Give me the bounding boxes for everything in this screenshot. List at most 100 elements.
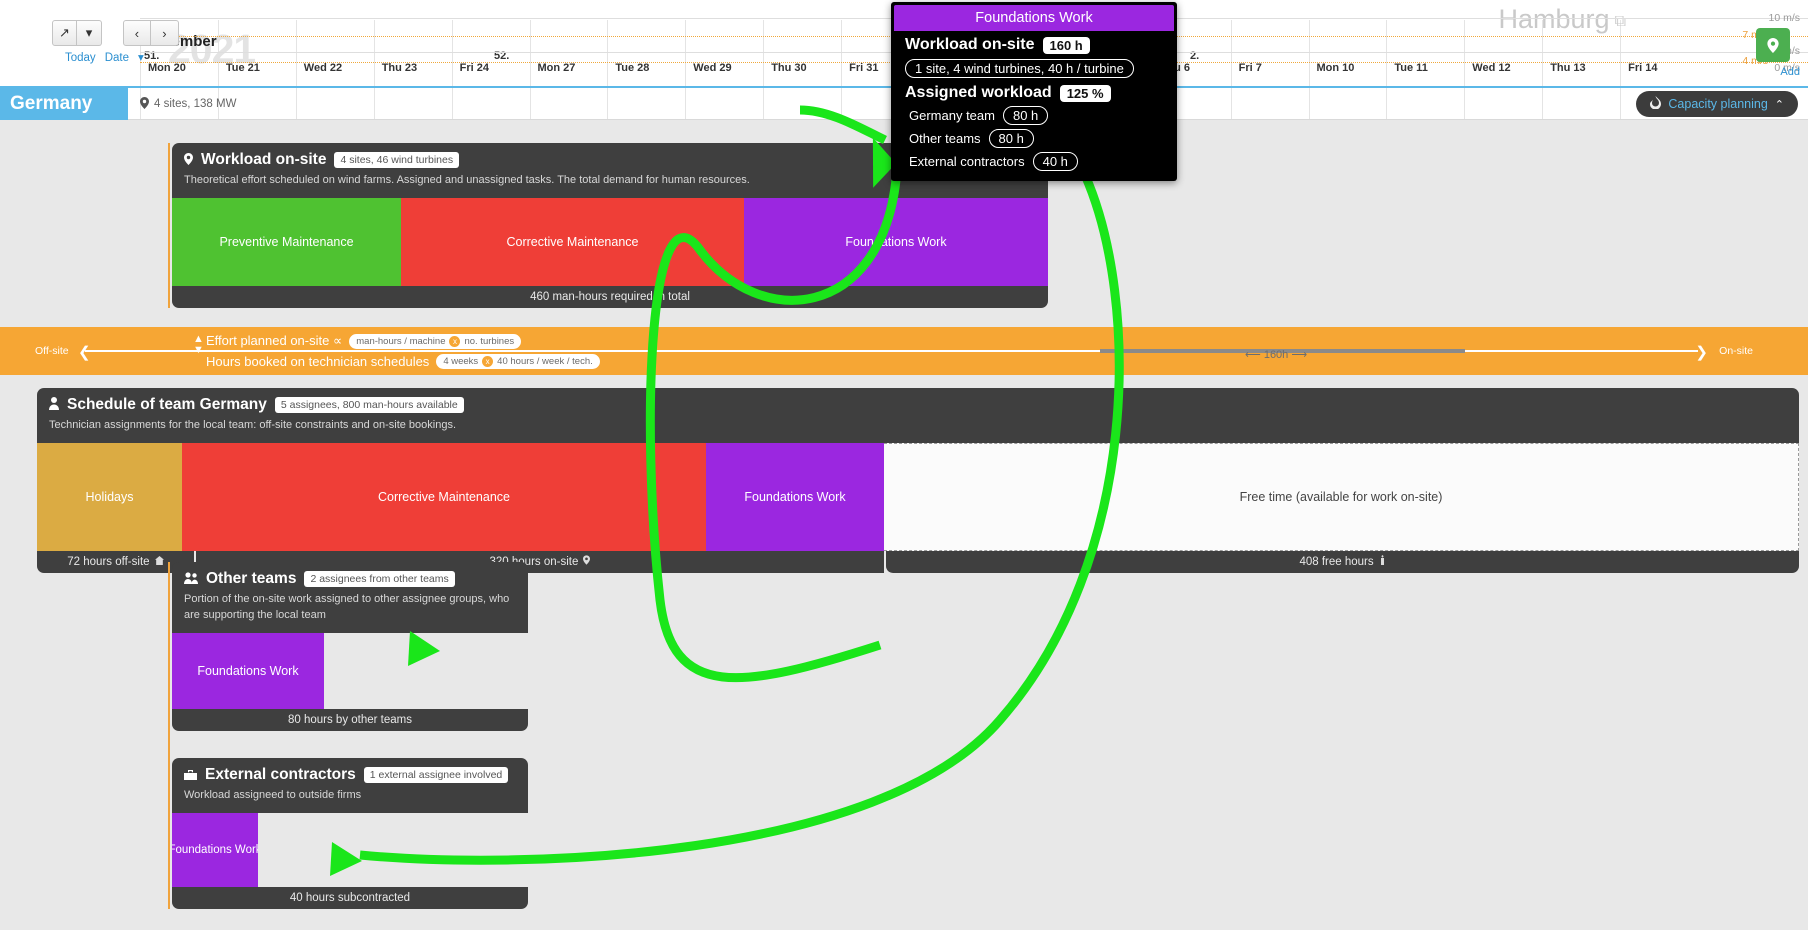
country-label[interactable]: Germany bbox=[0, 88, 128, 120]
tooltip-workload-value: 160 h bbox=[1042, 36, 1090, 54]
tooltip-workload-label: Workload on-site bbox=[905, 36, 1035, 53]
footer-off-site: 72 hours off-site bbox=[37, 550, 194, 573]
day-label-fri-24: Fri 24 bbox=[459, 62, 489, 74]
pill-right: no. turbines bbox=[464, 335, 515, 347]
bar-corrective-maintenance[interactable]: Corrective Maintenance bbox=[182, 442, 706, 551]
pill-right: 40 hours / week / tech. bbox=[497, 356, 593, 367]
other-teams-title: Other teams bbox=[206, 570, 297, 587]
location-pin-icon bbox=[184, 152, 193, 168]
week-number-2: 2. bbox=[1190, 50, 1200, 62]
tooltip-row-germany-team: Germany team 80 h bbox=[891, 104, 1177, 127]
date-link[interactable]: Date bbox=[104, 52, 129, 64]
nav-controls: ↗ ▾ ‹ › bbox=[52, 20, 179, 46]
workload-bar-track: Preventive Maintenance Corrective Mainte… bbox=[172, 197, 1048, 286]
chevron-down-icon[interactable]: ▾ bbox=[77, 20, 102, 46]
week-number-52: 52. bbox=[494, 50, 510, 62]
country-grid-column bbox=[1386, 88, 1388, 119]
country-grid-column bbox=[1308, 88, 1310, 119]
day-label-thu-23: Thu 23 bbox=[381, 62, 418, 74]
other-teams-panel: Other teams 2 assignees from other teams… bbox=[168, 562, 528, 831]
pill-left: man-hours / machine bbox=[356, 335, 446, 347]
tooltip-row-other-teams: Other teams 80 h bbox=[891, 127, 1177, 150]
axis-160h-label: ⟵ 160h ⟶ bbox=[1245, 349, 1308, 361]
country-grid-column bbox=[529, 88, 531, 119]
add-site-button[interactable] bbox=[1756, 28, 1790, 62]
bar-label: Foundations Work bbox=[197, 663, 299, 678]
onsite-offsite-axis: ❮ ❯ Off-site On-site ▲ ▼ Effort planned o… bbox=[0, 327, 1808, 375]
tooltip-title: Foundations Work bbox=[894, 5, 1174, 31]
panel-bracket bbox=[168, 143, 170, 308]
day-label-mon-10: Mon 10 bbox=[1316, 62, 1355, 74]
city-name: Hamburg bbox=[1498, 4, 1610, 34]
country-grid-column bbox=[1230, 88, 1232, 119]
foundations-work-tooltip: Foundations Work Workload on-site 160 h … bbox=[891, 2, 1177, 181]
pill-left: 4 weeks bbox=[443, 356, 479, 367]
bar-foundations-work[interactable]: Foundations Work bbox=[172, 632, 324, 709]
toolbox-icon bbox=[184, 768, 197, 783]
country-grid-column bbox=[217, 88, 219, 119]
footer-label: 72 hours off-site bbox=[67, 555, 150, 568]
external-link-icon[interactable]: ⧉ bbox=[1614, 13, 1626, 30]
bar-holidays[interactable]: Holidays bbox=[37, 442, 182, 551]
day-column bbox=[217, 20, 219, 86]
tooltip-row-external-contractors: External contractors 40 h bbox=[891, 150, 1177, 173]
add-label[interactable]: Add bbox=[1780, 66, 1800, 78]
day-label-wed-12: Wed 12 bbox=[1472, 62, 1511, 74]
axis-booked-pill: 4 weeks x 40 hours / week / tech. bbox=[436, 354, 600, 369]
team-panel-subtitle: Technician assignments for the local tea… bbox=[49, 419, 457, 431]
multiply-icon: x bbox=[482, 356, 494, 367]
contractors-title-row: External contractors 1 external assignee… bbox=[184, 766, 516, 784]
bar-foundations-work[interactable]: Foundations Work bbox=[172, 812, 258, 887]
tooltip-row-label: Germany team bbox=[909, 108, 995, 123]
bar-foundations-work[interactable]: Foundations Work bbox=[706, 442, 884, 551]
tooltip-row-value: 80 h bbox=[988, 129, 1034, 148]
candle-icon bbox=[1379, 555, 1386, 568]
prev-button[interactable]: ‹ bbox=[122, 20, 151, 46]
bar-foundations-work[interactable]: Foundations Work bbox=[744, 197, 1048, 286]
capacity-planning-button[interactable]: Capacity planning ⌃ bbox=[1636, 91, 1798, 117]
external-contractors-panel: External contractors 1 external assignee… bbox=[168, 758, 528, 909]
zoom-button-group[interactable]: ↗ ▾ bbox=[52, 20, 102, 46]
date-caret-icon[interactable]: ▾ bbox=[137, 52, 144, 64]
country-grid-column bbox=[685, 88, 687, 119]
day-label-tue-21: Tue 21 bbox=[225, 62, 260, 74]
paging-button-group[interactable]: ‹ › bbox=[122, 20, 179, 46]
country-grid-column bbox=[1464, 88, 1466, 119]
country-grid-column bbox=[841, 88, 843, 119]
city-watermark: Hamburg ⧉ bbox=[1499, 4, 1626, 35]
contractors-title: External contractors bbox=[205, 766, 356, 783]
day-label-mon-20: Mon 20 bbox=[148, 62, 186, 74]
country-grid-column bbox=[140, 88, 141, 119]
chevron-up-icon[interactable]: ⌃ bbox=[1774, 98, 1784, 111]
home-icon bbox=[154, 555, 164, 568]
nav-links: Today Date ▾ bbox=[65, 50, 144, 64]
axis-right-arrow-icon: ❯ bbox=[1695, 344, 1708, 361]
next-button[interactable]: › bbox=[150, 20, 179, 46]
bar-preventive-maintenance[interactable]: Preventive Maintenance bbox=[172, 197, 401, 286]
contractors-subtitle: Workload assigneed to outside firms bbox=[184, 789, 362, 801]
axis-effort-pill: man-hours / machine x no. turbines bbox=[349, 333, 522, 349]
day-column bbox=[1308, 20, 1310, 86]
bar-corrective-maintenance[interactable]: Corrective Maintenance bbox=[401, 197, 744, 286]
team-germany-panel: Schedule of team Germany 5 assignees, 80… bbox=[37, 388, 1800, 573]
workload-panel-title: Workload on-site bbox=[201, 151, 327, 168]
expand-icon[interactable]: ↗ bbox=[52, 20, 77, 46]
bar-free-time[interactable]: Free time (available for work on-site) bbox=[884, 442, 1799, 551]
day-column bbox=[1386, 20, 1388, 86]
bar-label: Foundations Work bbox=[172, 843, 258, 856]
day-column bbox=[373, 20, 375, 86]
day-column bbox=[1230, 20, 1232, 86]
axis-offsite-label: Off-site bbox=[35, 345, 69, 357]
day-column bbox=[1542, 20, 1544, 86]
tooltip-assigned-label: Assigned workload bbox=[905, 84, 1052, 101]
day-label-wed-29: Wed 29 bbox=[693, 62, 732, 74]
country-meta: 4 sites, 138 MW bbox=[140, 88, 236, 120]
axis-160h-segment bbox=[1100, 349, 1465, 353]
today-link[interactable]: Today bbox=[65, 52, 96, 64]
people-icon bbox=[184, 571, 198, 587]
country-grid-column bbox=[607, 88, 609, 119]
day-label-fri-31: Fri 31 bbox=[849, 62, 879, 74]
team-bar-track: Holidays Corrective Maintenance Foundati… bbox=[37, 442, 1799, 551]
tooltip-breakdown: 1 site, 4 wind turbines, 40 h / turbine bbox=[905, 59, 1134, 78]
bar-label: Holidays bbox=[85, 489, 134, 504]
